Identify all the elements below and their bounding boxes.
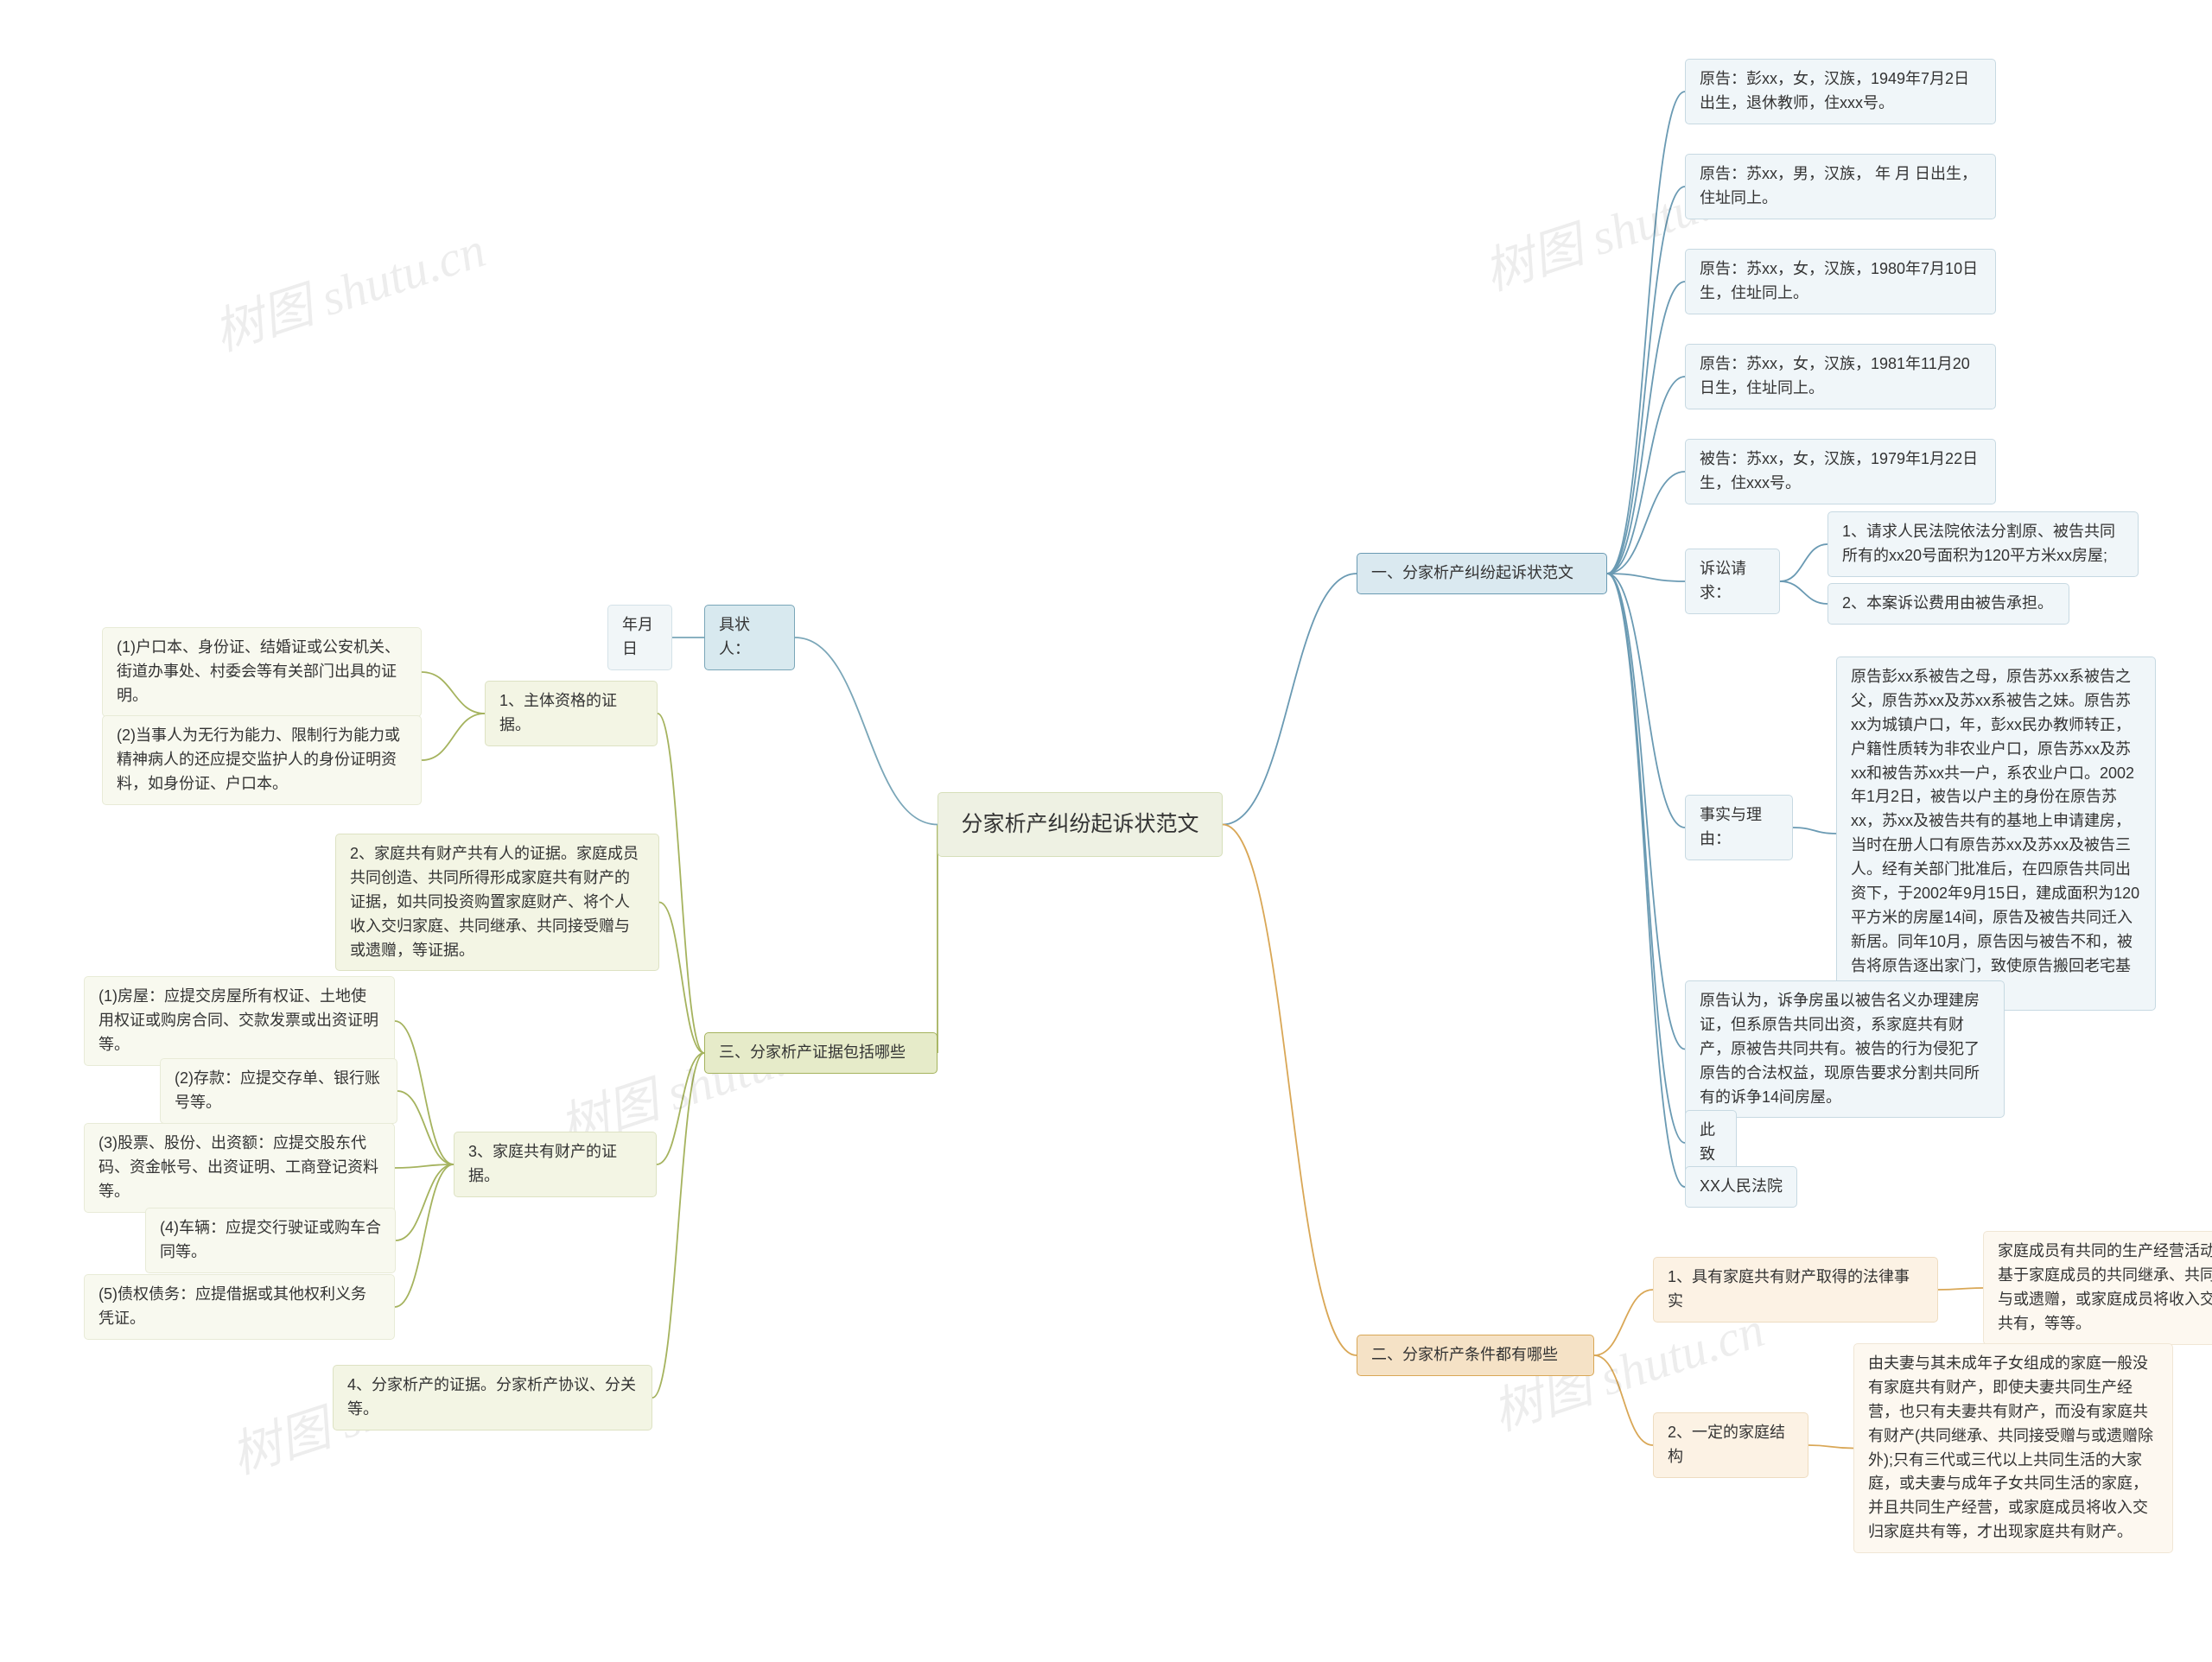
- sub-node: 1、具有家庭共有财产取得的法律事实: [1653, 1257, 1938, 1323]
- leaf-node: 2、本案诉讼费用由被告承担。: [1827, 583, 2069, 625]
- branch-node: 二、分家析产条件都有哪些: [1357, 1335, 1594, 1376]
- leaf-node: 原告认为，诉争房虽以被告名义办理建房证，但系原告共同出资，系家庭共有财产，原被告…: [1685, 980, 2005, 1118]
- leaf-node: (4)车辆：应提交行驶证或购车合同等。: [145, 1208, 396, 1273]
- leaf-node: XX人民法院: [1685, 1166, 1797, 1208]
- leaf-node: 1、请求人民法院依法分割原、被告共同所有的xx20号面积为120平方米xx房屋;: [1827, 511, 2139, 577]
- leaf-node: 原告：苏xx，女，汉族，1980年7月10日生，住址同上。: [1685, 249, 1996, 314]
- leaf-node: 家庭成员有共同的生产经营活动，或是基于家庭成员的共同继承、共同接受赠与或遗赠，或…: [1983, 1231, 2212, 1345]
- sub-node: 2、一定的家庭结构: [1653, 1412, 1808, 1478]
- sub-node: 4、分家析产的证据。分家析产协议、分关等。: [333, 1365, 652, 1430]
- leaf-node: (2)当事人为无行为能力、限制行为能力或精神病人的还应提交监护人的身份证明资料，…: [102, 715, 422, 805]
- leaf-node: 被告：苏xx，女，汉族，1979年1月22日生，住xxx号。: [1685, 439, 1996, 504]
- branch-node: 一、分家析产纠纷起诉状范文: [1357, 553, 1607, 594]
- leaf-node: (5)债权债务：应提借据或其他权利义务凭证。: [84, 1274, 395, 1340]
- leaf-node: 原告：苏xx，男，汉族， 年 月 日出生，住址同上。: [1685, 154, 1996, 219]
- leaf-node: (1)房屋：应提交房屋所有权证、土地使用权证或购房合同、交款发票或出资证明等。: [84, 976, 395, 1066]
- leaf-node: 诉讼请求：: [1685, 549, 1780, 614]
- leaf-node: (1)户口本、身份证、结婚证或公安机关、街道办事处、村委会等有关部门出具的证明。: [102, 627, 422, 717]
- leaf-node: 由夫妻与其未成年子女组成的家庭一般没有家庭共有财产，即使夫妻共同生产经营，也只有…: [1853, 1343, 2173, 1553]
- leaf-node: 年月日: [607, 605, 672, 670]
- branch-node: 三、分家析产证据包括哪些: [704, 1032, 938, 1074]
- watermark: 树图 shutu.cn: [203, 209, 493, 365]
- leaf-node: 原告彭xx系被告之母，原告苏xx系被告之父，原告苏xx及苏xx系被告之妹。原告苏…: [1836, 657, 2156, 1011]
- leaf-node: (3)股票、股份、出资额：应提交股东代码、资金帐号、出资证明、工商登记资料等。: [84, 1123, 395, 1213]
- leaf-node: 原告：彭xx，女，汉族，1949年7月2日出生，退休教师，住xxx号。: [1685, 59, 1996, 124]
- leaf-node: 原告：苏xx，女，汉族，1981年11月20日生，住址同上。: [1685, 344, 1996, 409]
- sub-node: 1、主体资格的证据。: [485, 681, 658, 746]
- sub-node: 3、家庭共有财产的证据。: [454, 1132, 657, 1197]
- leaf-node: (2)存款：应提交存单、银行账号等。: [160, 1058, 397, 1124]
- branch-node: 具状人：: [704, 605, 795, 670]
- leaf-node: 事实与理由：: [1685, 795, 1793, 860]
- sub-node: 2、家庭共有财产共有人的证据。家庭成员共同创造、共同所得形成家庭共有财产的证据，…: [335, 834, 659, 971]
- center-node: 分家析产纠纷起诉状范文: [938, 792, 1223, 857]
